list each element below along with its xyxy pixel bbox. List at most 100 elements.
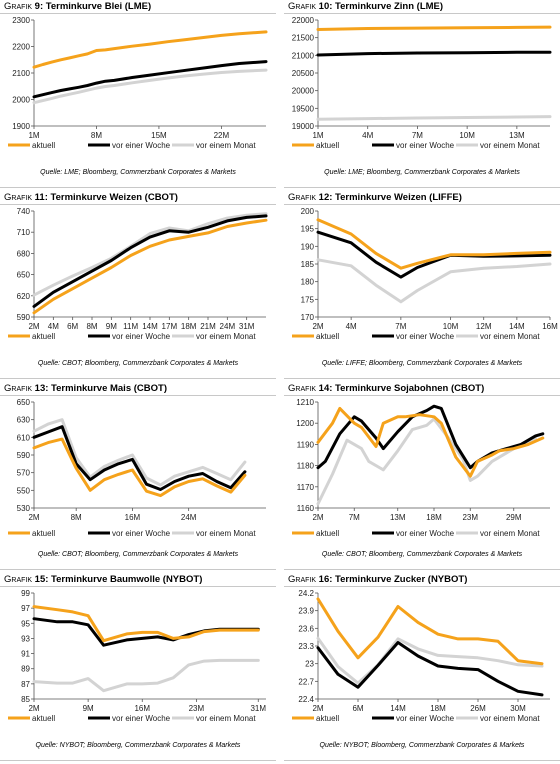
legend-label-month: vor einem Monat <box>196 529 256 538</box>
x-tick-label: 7M <box>349 513 360 522</box>
x-tick-label: 7M <box>412 131 423 140</box>
series-line-month <box>32 68 268 105</box>
y-tick-label: 19000 <box>292 122 315 131</box>
x-tick-label: 24M <box>181 513 197 522</box>
y-tick-label: 97 <box>21 604 30 613</box>
legend-label-week: vor einer Woche <box>112 141 171 150</box>
chart-panel-zinn: Grafik 10: Terminkurve Zinn (LME) 19000 1… <box>284 0 560 190</box>
line-chart: 590 620 650 680 710 740 2M 4M 6M 8M 9M 11M 14M 17M 18M… <box>8 207 268 341</box>
x-tick-label: 6M <box>352 704 363 713</box>
legend-label-aktuell: aktuell <box>32 714 55 723</box>
x-tick-label: 16M <box>125 513 141 522</box>
chart-source: Quelle: LME; Bloomberg, Commerzbank Corp… <box>40 169 236 176</box>
legend-label-aktuell: aktuell <box>32 332 55 341</box>
x-tick-label: 1M <box>312 131 323 140</box>
chart-title-text: Terminkurve Sojabohnen (CBOT) <box>335 383 485 394</box>
x-tick-label: 14M <box>390 704 406 713</box>
x-tick-label: 31M <box>250 704 266 713</box>
source-divider <box>284 569 560 570</box>
series-line-aktuell <box>32 30 268 69</box>
chart-panel-sojabohnen: Grafik 14: Terminkurve Sojabohnen (CBOT)… <box>284 382 560 572</box>
chart-title-prefix: Grafik <box>4 383 33 394</box>
y-tick-label: 570 <box>17 469 31 478</box>
series-line-week <box>32 425 247 491</box>
chart-title-number: 9: <box>34 1 44 12</box>
title-divider <box>0 13 276 14</box>
legend-label-week: vor einer Woche <box>396 714 455 723</box>
y-tick-label: 22.4 <box>298 695 314 704</box>
line-chart: 19000 19500 20000 20500 21000 21500 22000 1M 4M 7… <box>292 16 552 150</box>
chart-title-number: 15: <box>34 574 49 585</box>
y-tick-label: 180 <box>301 278 315 287</box>
y-tick-label: 23.3 <box>298 642 314 651</box>
series-line-week <box>32 214 268 308</box>
y-tick-label: 185 <box>301 260 315 269</box>
chart-title-number: 11: <box>34 192 48 203</box>
chart-title-text: Terminkurve Baumwolle (NYBOT) <box>51 574 203 585</box>
legend-label-month: vor einem Monat <box>480 529 540 538</box>
chart-title: Grafik 14: Terminkurve Sojabohnen (CBOT) <box>288 383 484 394</box>
chart-panel-blei: Grafik 9: Terminkurve Blei (LME) 1900 200… <box>0 0 276 190</box>
x-tick-label: 4M <box>362 131 373 140</box>
x-tick-label: 18M <box>430 704 446 713</box>
chart-source: Quelle: CBOT; Bloomberg, Commerzbank Cor… <box>37 551 239 558</box>
y-tick-label: 610 <box>17 433 31 442</box>
x-tick-label: 26M <box>470 704 486 713</box>
chart-source: Quelle: LME; Bloomberg, Commerzbank Corp… <box>324 169 520 176</box>
x-tick-label: 13M <box>509 131 525 140</box>
y-tick-label: 23.6 <box>298 624 314 633</box>
y-tick-label: 24.2 <box>298 589 314 598</box>
chart-panel-baumwolle: Grafik 15: Terminkurve Baumwolle (NYBOT)… <box>0 573 276 763</box>
chart-source: Quelle: NYBOT; Bloomberg, Commerzbank Co… <box>319 742 525 749</box>
y-tick-label: 1210 <box>296 398 314 407</box>
series-line-aktuell <box>316 597 544 666</box>
chart-title-number: 16: <box>318 574 333 585</box>
chart-title-prefix: Grafik <box>4 1 33 12</box>
legend-label-week: vor einer Woche <box>112 332 171 341</box>
y-tick-label: 190 <box>301 242 315 251</box>
x-tick-label: 22M <box>214 131 230 140</box>
y-tick-label: 2000 <box>12 96 30 105</box>
line-chart: 170 175 180 185 190 195 200 2M 4M 7M 10M 12M 14M 16M a… <box>292 207 558 341</box>
y-tick-label: 1900 <box>12 122 30 131</box>
y-tick-label: 550 <box>17 486 31 495</box>
title-divider <box>284 586 560 587</box>
x-tick-label: 9M <box>83 704 94 713</box>
y-tick-label: 87 <box>21 680 30 689</box>
series-line-week <box>316 50 552 57</box>
y-tick-label: 200 <box>301 207 315 216</box>
y-tick-label: 590 <box>17 451 31 460</box>
x-tick-label: 12M <box>476 322 492 331</box>
title-divider <box>284 204 560 205</box>
series-line-month <box>316 417 537 506</box>
series-line-month <box>32 418 247 487</box>
source-divider <box>0 760 276 761</box>
line-chart: 530 550 570 590 610 630 650 2M 8M 16M 24M aktuell vo… <box>8 398 266 538</box>
legend-label-aktuell: aktuell <box>316 714 339 723</box>
x-tick-label: 2M <box>312 704 323 713</box>
x-tick-label: 2M <box>28 513 39 522</box>
legend-label-week: vor einer Woche <box>396 332 455 341</box>
chart-title: Grafik 12: Terminkurve Weizen (LIFFE) <box>288 192 462 203</box>
legend-label-month: vor einem Monat <box>196 714 256 723</box>
x-tick-label: 4M <box>346 322 357 331</box>
x-tick-label: 17M <box>162 322 178 331</box>
chart-panel-mais: Grafik 13: Terminkurve Mais (CBOT) 530 55… <box>0 382 276 572</box>
series-line-aktuell <box>32 605 260 643</box>
x-tick-label: 4M <box>48 322 59 331</box>
legend-label-week: vor einer Woche <box>112 714 171 723</box>
chart-title: Grafik 15: Terminkurve Baumwolle (NYBOT) <box>4 574 202 585</box>
x-tick-label: 18M <box>181 322 197 331</box>
y-tick-label: 20000 <box>292 87 315 96</box>
chart-title: Grafik 13: Terminkurve Mais (CBOT) <box>4 383 167 394</box>
x-tick-label: 2M <box>28 704 39 713</box>
y-tick-label: 175 <box>301 295 315 304</box>
legend-label-aktuell: aktuell <box>32 529 55 538</box>
chart-title-prefix: Grafik <box>4 574 33 585</box>
x-tick-label: 31M <box>239 322 255 331</box>
y-tick-label: 620 <box>17 292 31 301</box>
series-line-aktuell <box>32 218 268 315</box>
x-tick-label: 11M <box>123 322 138 331</box>
y-tick-label: 2300 <box>12 16 30 25</box>
x-tick-label: 14M <box>509 322 525 331</box>
